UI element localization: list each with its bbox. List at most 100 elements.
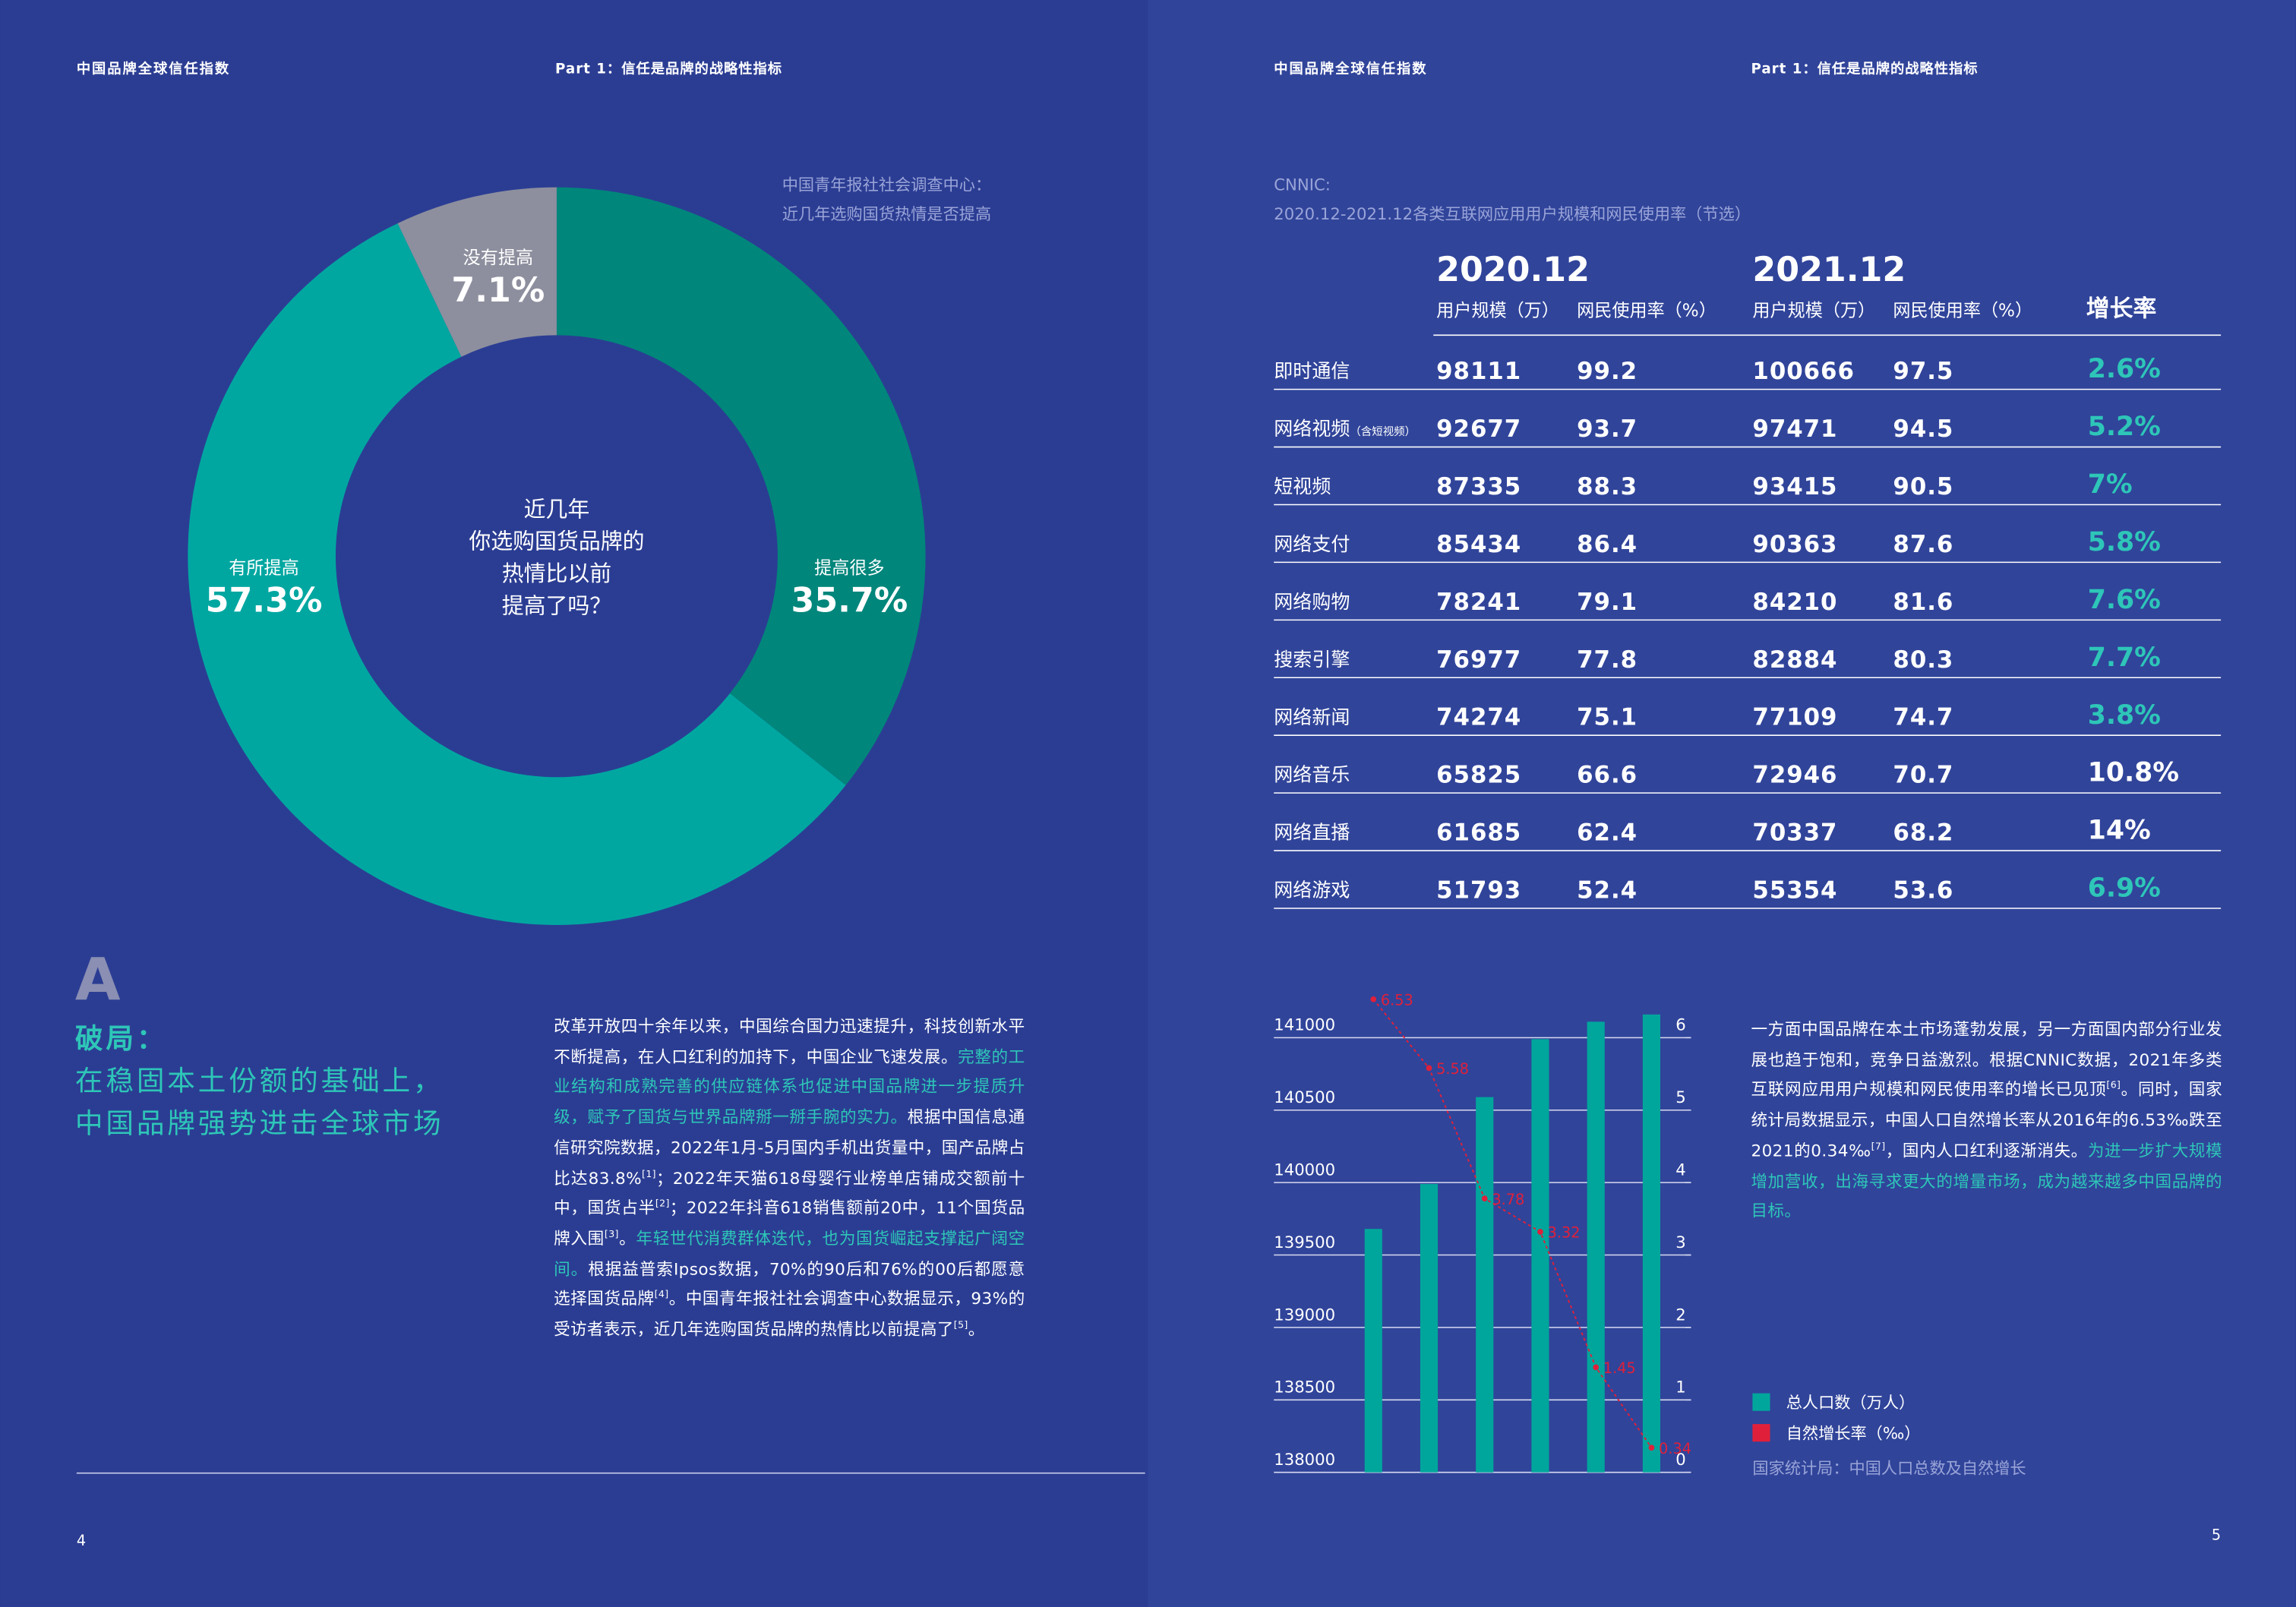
paragraph-text: [4]	[654, 1289, 669, 1301]
trend-point	[1648, 1444, 1655, 1451]
cell-value: 78241	[1436, 589, 1521, 616]
page-number: 5	[2212, 1526, 2221, 1543]
cell-value: 97471	[1752, 415, 1837, 443]
paragraph-text: ，国内人口红利逐渐消失。	[1885, 1141, 2088, 1160]
y-tick-label: 141000	[1274, 1015, 1335, 1034]
cell-value: 100666	[1752, 358, 1854, 385]
row-name: 网络直播	[1274, 822, 1350, 844]
cell-value: 92677	[1436, 415, 1521, 443]
bar	[1531, 1039, 1549, 1473]
cell-value: 88.3	[1577, 473, 1638, 500]
column-header: 网民使用率（%）	[1893, 301, 2032, 320]
point-label: 3.78	[1492, 1191, 1524, 1208]
page-number: 4	[77, 1532, 86, 1549]
paragraph-text: [5]	[953, 1318, 968, 1331]
growth-value: 7.7%	[2088, 642, 2161, 673]
donut-question: 你选购国货品牌的	[469, 529, 644, 554]
paragraph-text: 。	[968, 1320, 985, 1340]
legend-label: 自然增长率（‰）	[1786, 1423, 1921, 1442]
growth-value: 7.6%	[2088, 585, 2161, 615]
row-name: 网络游戏	[1274, 879, 1350, 901]
growth-value: 6.9%	[2088, 873, 2161, 904]
column-header: 用户规模（万）	[1752, 301, 1875, 320]
cell-value: 70337	[1752, 819, 1837, 847]
trend-point	[1370, 996, 1377, 1002]
row-name: 网络音乐	[1274, 764, 1350, 786]
cell-value: 68.2	[1893, 819, 1953, 847]
cell-value: 53.6	[1893, 876, 1953, 904]
cell-value: 80.3	[1893, 646, 1953, 674]
cell-value: 87.6	[1893, 531, 1953, 558]
growth-value: 3.8%	[2088, 700, 2161, 731]
period-header: 2021.12	[1752, 251, 1906, 289]
growth-value: 7%	[2088, 469, 2133, 500]
trend-point	[1537, 1229, 1543, 1235]
paragraph-text: ；2022年抖音618销售额前20中，11个国货品牌入围	[554, 1198, 1025, 1249]
cell-value: 51793	[1436, 876, 1521, 904]
legend-swatch	[1752, 1393, 1770, 1411]
period-header: 2020.12	[1436, 251, 1590, 289]
cell-value: 82884	[1752, 646, 1837, 674]
cell-value: 81.6	[1893, 589, 1953, 616]
paragraph-text: 一方面中国品牌在本土市场蓬勃发展，另一方面国内部分行业发展也趋于饱和，竞争日益激…	[1751, 1020, 2223, 1100]
paragraph-text: 根据中国信息通信研究院数据，2022年1月-5月国内手机出货量中，国产品牌占比达…	[554, 1108, 1025, 1188]
trend-point	[1593, 1364, 1600, 1371]
trend-point	[1426, 1065, 1432, 1072]
cell-value: 90.5	[1893, 473, 1953, 500]
paragraph-text: 年轻世代消费群体迭代，也为国货崛起支撑起广阔空间。	[554, 1229, 1025, 1279]
donut-segment	[556, 187, 926, 785]
bar	[1476, 1097, 1494, 1473]
growth-value: 14%	[2088, 816, 2151, 846]
header-title: 中国品牌全球信任指数	[77, 60, 230, 77]
y-tick-label: 138000	[1274, 1450, 1335, 1469]
row-name: 搜索引擎	[1274, 649, 1350, 671]
paragraph-text: [7]	[1871, 1140, 1886, 1152]
cell-value: 86.4	[1577, 531, 1638, 558]
trend-point	[1481, 1195, 1488, 1201]
table-source: 2020.12-2021.12各类互联网应用用户规模和网民使用率（节选）	[1274, 204, 1751, 223]
paragraph-text: 。中国青年报社社会调查中心数据显示，93%的受访者表示，近几年选购国货品牌的热情…	[554, 1290, 1025, 1340]
y2-tick-label: 0	[1675, 1450, 1685, 1469]
cell-value: 98111	[1436, 358, 1521, 385]
section-letter: A	[75, 946, 121, 1014]
row-name: 网络支付	[1274, 533, 1350, 555]
segment-label: 有所提高	[229, 558, 298, 578]
growth-value: 10.8%	[2088, 758, 2179, 788]
point-label: 3.32	[1548, 1224, 1581, 1242]
y-tick-label: 139000	[1274, 1305, 1335, 1324]
paragraph-text: 为进一步扩大规模增加营收，出海寻求更大的增量市场，成为越来越多中国品牌的目标。	[1751, 1141, 2223, 1221]
bar	[1420, 1184, 1439, 1473]
cell-value: 93.7	[1577, 415, 1638, 443]
right-page	[1148, 0, 2296, 1607]
point-label: 6.53	[1381, 991, 1413, 1009]
y2-tick-label: 2	[1675, 1305, 1685, 1324]
y2-tick-label: 1	[1675, 1378, 1685, 1397]
growth-value: 5.2%	[2088, 412, 2161, 442]
cell-value: 77.8	[1577, 646, 1638, 674]
cell-value: 65825	[1436, 762, 1521, 789]
cell-value: 87335	[1436, 473, 1521, 500]
paragraph-text: 。	[618, 1229, 636, 1249]
chart-source: 近几年选购国货热情是否提高	[782, 204, 991, 223]
cell-value: 76977	[1436, 646, 1521, 674]
cell-value: 97.5	[1893, 358, 1953, 385]
column-header: 增长率	[2086, 295, 2157, 322]
donut-segment	[397, 187, 557, 357]
point-label: 5.58	[1436, 1060, 1469, 1078]
cell-value: 74274	[1436, 704, 1521, 731]
legend-swatch	[1752, 1424, 1770, 1442]
row-name: 网络购物	[1274, 591, 1350, 613]
paragraph-text: [1]	[642, 1167, 656, 1179]
point-label: 1.45	[1603, 1359, 1636, 1377]
paragraph-text: 改革开放四十余年以来，中国综合国力迅速提升，科技创新水平不断提高，在人口红利的加…	[554, 1017, 1025, 1067]
section-subtitle: 在稳固本土份额的基础上，	[75, 1065, 444, 1097]
paragraph-text: 根据益普索Ipsos数据，70%的90后和76%的00后都愿意选择国货品牌	[554, 1259, 1025, 1309]
row-note: （含短视频）	[1350, 425, 1416, 438]
paragraph-text: 。同时，国家统计局数据显示，中国人口自然增长率从2016年的6.53‰跌至202…	[1751, 1081, 2223, 1160]
segment-value: 35.7%	[791, 582, 908, 620]
segment-value: 7.1%	[451, 271, 545, 310]
donut-question: 提高了吗？	[502, 592, 611, 618]
row-name: 即时通信	[1274, 360, 1350, 382]
